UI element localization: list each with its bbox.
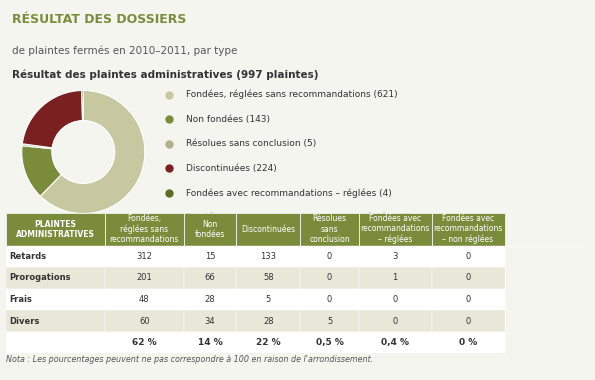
Text: Résolues sans conclusion (5): Résolues sans conclusion (5): [186, 139, 317, 148]
Text: 0,5 %: 0,5 %: [315, 338, 343, 347]
FancyBboxPatch shape: [105, 267, 184, 289]
Text: 28: 28: [263, 317, 274, 326]
Text: 5: 5: [266, 295, 271, 304]
Text: Non
fondées: Non fondées: [195, 220, 226, 239]
Text: Résolues
sans
conclusion: Résolues sans conclusion: [309, 214, 350, 244]
Text: Résultat des plaintes administratives (997 plaintes): Résultat des plaintes administratives (9…: [12, 70, 318, 81]
FancyBboxPatch shape: [236, 310, 300, 332]
FancyBboxPatch shape: [236, 245, 300, 267]
FancyBboxPatch shape: [105, 332, 184, 353]
FancyBboxPatch shape: [6, 310, 105, 332]
Text: 34: 34: [205, 317, 215, 326]
FancyBboxPatch shape: [184, 213, 236, 245]
FancyBboxPatch shape: [6, 245, 105, 267]
FancyBboxPatch shape: [300, 332, 359, 353]
FancyBboxPatch shape: [300, 245, 359, 267]
Text: 0: 0: [465, 274, 471, 282]
FancyBboxPatch shape: [236, 332, 300, 353]
Text: 0: 0: [465, 252, 471, 261]
Text: 0,4 %: 0,4 %: [381, 338, 409, 347]
FancyBboxPatch shape: [184, 267, 236, 289]
Text: 0: 0: [465, 317, 471, 326]
Text: Fondées avec recommandations – réglées (4): Fondées avec recommandations – réglées (…: [186, 188, 392, 198]
Text: 62 %: 62 %: [132, 338, 156, 347]
Text: Discontinuées: Discontinuées: [242, 225, 295, 234]
FancyBboxPatch shape: [300, 310, 359, 332]
FancyBboxPatch shape: [300, 267, 359, 289]
Text: Frais: Frais: [9, 295, 32, 304]
Text: 1: 1: [393, 274, 398, 282]
Text: 0: 0: [393, 317, 398, 326]
FancyBboxPatch shape: [184, 310, 236, 332]
FancyBboxPatch shape: [105, 289, 184, 310]
Text: Fondées avec
recommandations
– réglées: Fondées avec recommandations – réglées: [361, 214, 430, 244]
Text: 48: 48: [139, 295, 150, 304]
FancyBboxPatch shape: [359, 267, 431, 289]
FancyBboxPatch shape: [184, 245, 236, 267]
Text: 0 %: 0 %: [459, 338, 477, 347]
Text: Retards: Retards: [9, 252, 46, 261]
Text: Fondées avec
recommandations
– non réglées: Fondées avec recommandations – non réglé…: [433, 214, 503, 244]
Text: 22 %: 22 %: [256, 338, 281, 347]
FancyBboxPatch shape: [431, 310, 505, 332]
Text: 0: 0: [327, 274, 332, 282]
Text: 5: 5: [327, 317, 332, 326]
FancyBboxPatch shape: [105, 245, 184, 267]
FancyBboxPatch shape: [359, 332, 431, 353]
Text: 0: 0: [393, 295, 398, 304]
Text: 66: 66: [205, 274, 215, 282]
FancyBboxPatch shape: [184, 332, 236, 353]
FancyBboxPatch shape: [184, 289, 236, 310]
Text: 60: 60: [139, 317, 150, 326]
Wedge shape: [22, 90, 83, 148]
Text: 133: 133: [261, 252, 276, 261]
FancyBboxPatch shape: [6, 267, 105, 289]
FancyBboxPatch shape: [359, 289, 431, 310]
Text: RÉSULTAT DES DOSSIERS: RÉSULTAT DES DOSSIERS: [12, 14, 186, 27]
FancyBboxPatch shape: [359, 213, 431, 245]
Wedge shape: [82, 90, 83, 120]
FancyBboxPatch shape: [300, 213, 359, 245]
Text: Fondées avec recommandations – non réglées (0): Fondées avec recommandations – non réglé…: [186, 213, 412, 222]
Text: de plaintes fermés en 2010–2011, par type: de plaintes fermés en 2010–2011, par typ…: [12, 46, 237, 56]
Text: 28: 28: [205, 295, 215, 304]
FancyBboxPatch shape: [300, 289, 359, 310]
Wedge shape: [22, 146, 61, 196]
FancyBboxPatch shape: [6, 289, 105, 310]
FancyBboxPatch shape: [431, 267, 505, 289]
Text: 3: 3: [393, 252, 398, 261]
FancyBboxPatch shape: [431, 213, 505, 245]
FancyBboxPatch shape: [105, 213, 184, 245]
FancyBboxPatch shape: [431, 289, 505, 310]
Text: Nota : Les pourcentages peuvent ne pas correspondre à 100 en raison de l'arrondi: Nota : Les pourcentages peuvent ne pas c…: [6, 355, 373, 364]
Text: 201: 201: [137, 274, 152, 282]
Wedge shape: [40, 90, 145, 214]
Text: Discontinuées (224): Discontinuées (224): [186, 164, 277, 173]
Text: Non fondées (143): Non fondées (143): [186, 115, 270, 124]
FancyBboxPatch shape: [6, 213, 105, 245]
FancyBboxPatch shape: [6, 332, 105, 353]
FancyBboxPatch shape: [431, 245, 505, 267]
FancyBboxPatch shape: [236, 213, 300, 245]
Text: Fondées,
réglées sans
recommandations: Fondées, réglées sans recommandations: [109, 214, 179, 244]
Text: 15: 15: [205, 252, 215, 261]
FancyBboxPatch shape: [431, 332, 505, 353]
Wedge shape: [22, 144, 52, 149]
FancyBboxPatch shape: [359, 310, 431, 332]
Text: Fondées, réglées sans recommandations (621): Fondées, réglées sans recommandations (6…: [186, 90, 398, 99]
FancyBboxPatch shape: [105, 310, 184, 332]
Text: Prorogations: Prorogations: [9, 274, 70, 282]
Text: Divers: Divers: [9, 317, 39, 326]
FancyBboxPatch shape: [236, 267, 300, 289]
Text: PLAINTES
ADMINISTRATIVES: PLAINTES ADMINISTRATIVES: [16, 220, 95, 239]
Text: 0: 0: [465, 295, 471, 304]
FancyBboxPatch shape: [236, 289, 300, 310]
Text: 58: 58: [263, 274, 274, 282]
Text: 312: 312: [136, 252, 152, 261]
FancyBboxPatch shape: [359, 245, 431, 267]
Text: 0: 0: [327, 295, 332, 304]
Text: 0: 0: [327, 252, 332, 261]
Text: 14 %: 14 %: [198, 338, 223, 347]
